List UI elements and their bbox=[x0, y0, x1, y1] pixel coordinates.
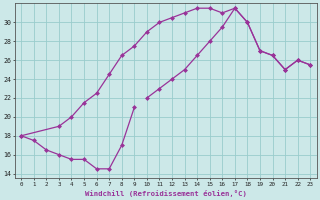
X-axis label: Windchill (Refroidissement éolien,°C): Windchill (Refroidissement éolien,°C) bbox=[85, 190, 247, 197]
